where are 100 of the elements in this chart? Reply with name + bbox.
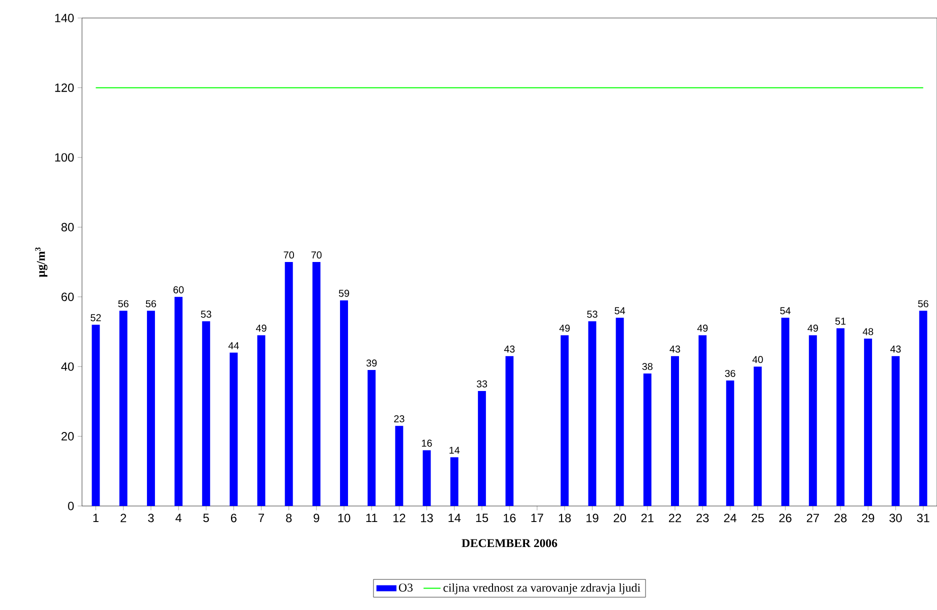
data-label: 53	[200, 310, 212, 318]
bar	[340, 300, 348, 506]
data-label: 51	[835, 318, 846, 325]
x-tick-label: 26	[779, 514, 792, 522]
legend-label: O3	[398, 584, 413, 592]
bar	[395, 426, 404, 506]
x-tick-label: 9	[314, 514, 320, 522]
x-tick-label: 25	[752, 514, 764, 522]
x-tick-label: 19	[586, 514, 598, 522]
data-label: 56	[146, 300, 156, 308]
y-tick-label: 140	[55, 14, 74, 22]
bar	[146, 310, 155, 506]
data-label: 39	[366, 359, 377, 367]
bar	[643, 374, 652, 506]
data-label: 49	[559, 324, 570, 332]
x-tick-label: 27	[806, 514, 819, 522]
data-label: 36	[724, 370, 736, 377]
x-tick-label: 21	[641, 514, 654, 522]
y-tick-label: 60	[62, 292, 74, 302]
y-tick-label: 0	[68, 502, 74, 510]
bar	[754, 366, 762, 506]
x-tick-label: 20	[614, 514, 626, 522]
y-tick-label: 20	[62, 432, 74, 441]
y-tick-label: 80	[61, 222, 74, 232]
x-tick-label: 3	[148, 514, 154, 522]
x-tick-label: 6	[230, 514, 236, 522]
y-axis-title: µg/m$^{3}$	[35, 247, 48, 278]
bar	[92, 324, 100, 506]
y-tick-label: 100	[55, 153, 74, 162]
x-tick-label: 15	[476, 514, 488, 522]
x-tick-label: 28	[834, 514, 847, 522]
bar	[422, 450, 431, 506]
x-tick-label: 30	[889, 514, 902, 522]
data-label: 59	[338, 290, 350, 297]
data-label: 53	[587, 310, 598, 318]
bar	[726, 380, 734, 506]
data-label: 54	[780, 307, 791, 314]
x-tick-label: 16	[504, 514, 516, 522]
x-tick-label: 7	[258, 514, 264, 522]
bar	[284, 262, 293, 506]
data-label: 43	[670, 346, 680, 353]
bar	[588, 321, 596, 506]
data-label: 33	[476, 380, 488, 388]
data-label: 23	[394, 415, 404, 422]
data-label: 16	[422, 440, 432, 447]
x-tick-label: 4	[175, 514, 182, 522]
x-tick-label: 23	[696, 514, 709, 522]
x-tick-label: 18	[558, 514, 571, 522]
x-tick-label: 12	[393, 514, 406, 522]
x-axis-title: DECEMBER 2006	[462, 539, 558, 548]
x-tick-label: 13	[421, 514, 433, 522]
data-label: 48	[862, 328, 874, 336]
bar	[202, 321, 210, 506]
bar	[478, 390, 486, 506]
data-label: 56	[918, 300, 928, 308]
data-label: 56	[118, 300, 128, 308]
bar	[808, 335, 817, 506]
bar	[836, 328, 844, 506]
bar	[119, 310, 128, 506]
data-label: 49	[256, 324, 266, 332]
x-tick-label: 5	[203, 514, 209, 522]
data-label: 40	[752, 356, 763, 364]
bar	[616, 318, 624, 506]
bar	[257, 335, 266, 506]
legend-label: ciljna vrednost za varovanje zdravja ljudi	[444, 583, 640, 594]
bar	[698, 335, 707, 506]
data-label: 49	[808, 324, 818, 332]
x-tick-label: 14	[448, 514, 461, 522]
x-tick-label: 2	[120, 514, 126, 522]
bar	[864, 338, 872, 506]
data-label: 43	[890, 346, 901, 353]
x-tick-label: 10	[338, 514, 350, 522]
data-label: 38	[642, 362, 653, 370]
data-label: 49	[697, 324, 708, 332]
bar	[892, 356, 900, 506]
x-tick-label: 31	[917, 514, 930, 522]
data-label: 14	[450, 446, 460, 454]
bar	[312, 262, 320, 506]
bar	[230, 352, 238, 506]
data-label: 70	[284, 251, 294, 258]
x-tick-label: 11	[366, 514, 378, 522]
bar	[670, 356, 679, 506]
bar	[174, 296, 183, 506]
bar	[506, 356, 514, 506]
bar	[560, 335, 569, 506]
data-label: 52	[90, 314, 101, 322]
x-tick-label: 24	[724, 514, 736, 522]
data-label: 54	[614, 307, 626, 314]
bar	[450, 457, 458, 506]
y-tick-label: 120	[55, 83, 74, 92]
bar	[781, 318, 790, 506]
bar	[919, 310, 928, 506]
x-tick-label: 8	[286, 514, 292, 522]
x-tick-label: 1	[93, 514, 99, 522]
data-label: 44	[228, 342, 239, 350]
x-tick-label: 29	[862, 514, 874, 522]
data-label: 43	[504, 346, 515, 353]
bar	[368, 370, 376, 506]
y-tick-label: 40	[61, 362, 74, 371]
data-label: 60	[173, 286, 184, 294]
